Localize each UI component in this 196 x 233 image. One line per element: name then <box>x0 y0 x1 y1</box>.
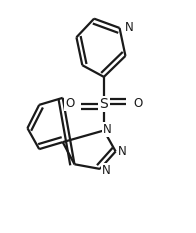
Text: N: N <box>102 164 111 177</box>
Text: O: O <box>65 97 74 110</box>
Text: N: N <box>124 21 133 34</box>
Text: N: N <box>103 123 112 136</box>
Text: S: S <box>100 97 108 111</box>
Text: O: O <box>133 97 142 110</box>
Text: N: N <box>118 145 126 158</box>
